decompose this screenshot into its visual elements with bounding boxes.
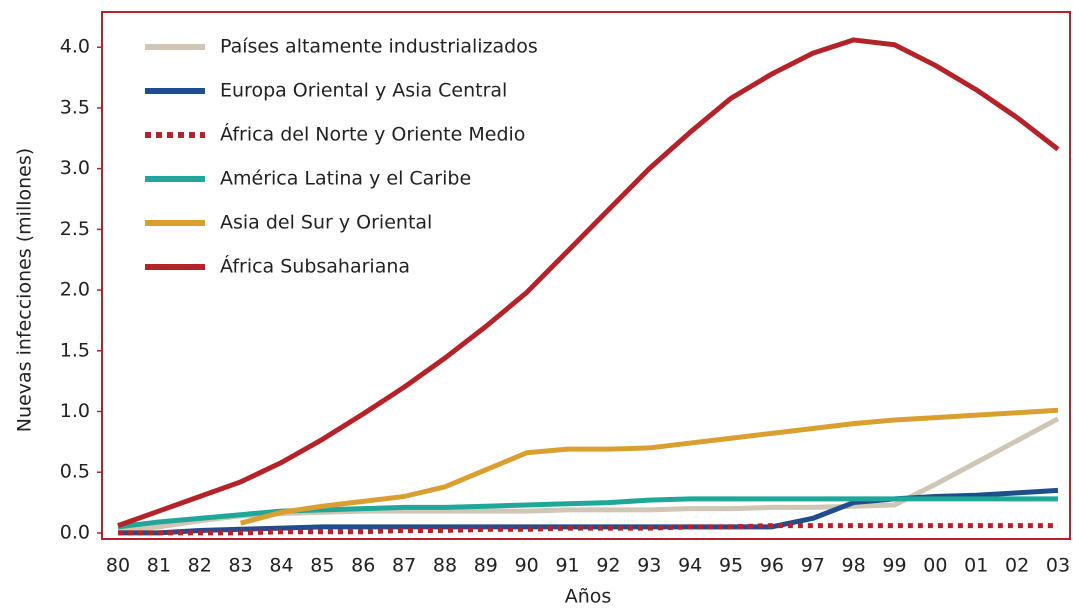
series-line bbox=[117, 496, 1058, 530]
x-tick-label: 01 bbox=[964, 555, 988, 577]
y-tick-label: 0.5 bbox=[60, 461, 90, 483]
series-line bbox=[239, 407, 1059, 526]
series-line bbox=[118, 523, 1058, 536]
x-tick-label: 92 bbox=[596, 555, 620, 577]
legend-label: Europa Oriental y Asia Central bbox=[220, 80, 507, 102]
x-tick-label: 82 bbox=[188, 555, 212, 577]
x-tick-label: 98 bbox=[842, 555, 866, 577]
y-tick-label: 0.0 bbox=[60, 521, 90, 543]
x-tick-label: 91 bbox=[555, 555, 579, 577]
x-tick-label: 02 bbox=[1005, 555, 1029, 577]
x-tick-label: 90 bbox=[515, 555, 539, 577]
x-tick-label: 93 bbox=[637, 555, 661, 577]
x-tick-label: 89 bbox=[474, 555, 498, 577]
y-tick-label: 3.0 bbox=[60, 157, 90, 179]
y-tick-label: 1.0 bbox=[60, 400, 90, 422]
legend-label: Países altamente industrializados bbox=[220, 36, 538, 58]
plot-frame bbox=[101, 11, 1071, 540]
x-tick-label: 84 bbox=[269, 555, 293, 577]
x-tick-label: 99 bbox=[882, 555, 906, 577]
series-line bbox=[117, 37, 1060, 528]
legend-label: África del Norte y Oriente Medio bbox=[220, 123, 525, 146]
x-tick-label: 00 bbox=[923, 555, 947, 577]
y-tick-label: 3.5 bbox=[60, 96, 90, 118]
y-axis-label: Nuevas infecciones (millones) bbox=[14, 148, 36, 432]
y-tick-label: 4.0 bbox=[60, 36, 90, 58]
x-tick-label: 95 bbox=[719, 555, 743, 577]
y-tick-label: 2.5 bbox=[60, 218, 90, 240]
x-tick-label: 88 bbox=[433, 555, 457, 577]
x-tick-label: 03 bbox=[1046, 555, 1070, 577]
x-tick-label: 81 bbox=[147, 555, 171, 577]
x-tick-label: 87 bbox=[392, 555, 416, 577]
y-tick-label: 1.5 bbox=[60, 339, 90, 361]
x-tick-label: 96 bbox=[760, 555, 784, 577]
y-tick-label: 2.0 bbox=[60, 279, 90, 301]
x-tick-label: 83 bbox=[229, 555, 253, 577]
x-tick-label: 94 bbox=[678, 555, 702, 577]
x-axis-label: Años bbox=[565, 586, 612, 608]
x-tick-label: 86 bbox=[351, 555, 375, 577]
x-tick-label: 85 bbox=[310, 555, 334, 577]
legend-label: Asia del Sur y Oriental bbox=[220, 212, 432, 234]
x-tick-label: 97 bbox=[801, 555, 825, 577]
legend-label: América Latina y el Caribe bbox=[220, 168, 471, 190]
legend-label: África Subsahariana bbox=[220, 255, 410, 278]
x-tick-label: 80 bbox=[106, 555, 130, 577]
